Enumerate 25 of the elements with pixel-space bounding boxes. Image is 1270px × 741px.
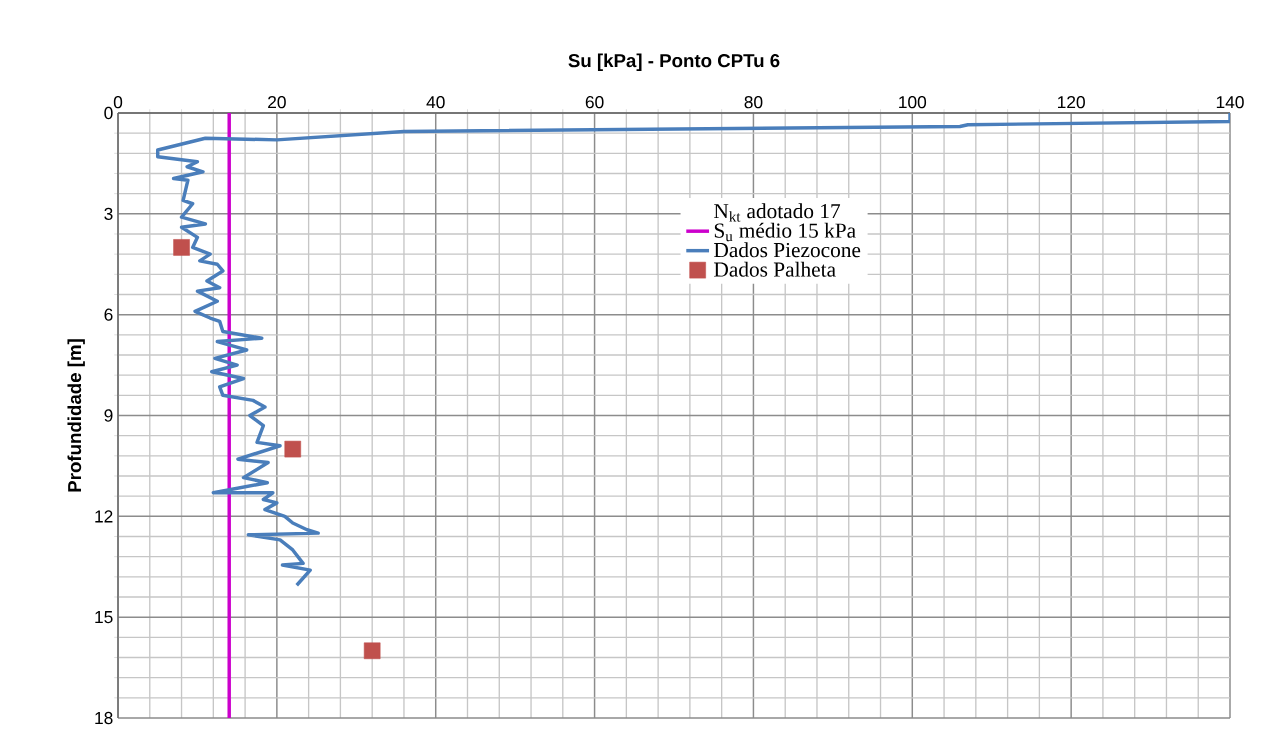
legend-label: S$_{u}$ médio 15 kPa xyxy=(714,222,856,242)
y-axis-title: Profundidade [m] xyxy=(67,339,85,492)
y-tick-label: 15 xyxy=(95,611,113,624)
x-tick-label: 120 xyxy=(1058,96,1085,109)
x-tick-label: 100 xyxy=(899,96,927,109)
x-tick-label: 20 xyxy=(268,96,286,109)
legend-title: N$_{kt}$ adotado 17 xyxy=(714,203,841,222)
legend-label: Dados Palheta xyxy=(714,261,836,277)
y-tick-label: 0 xyxy=(104,106,113,120)
x-tick-label: 60 xyxy=(585,96,604,109)
y-tick-label: 18 xyxy=(95,711,113,725)
x-tick-label: 140 xyxy=(1216,96,1244,109)
y-tick-label: 3 xyxy=(104,207,113,220)
legend-label: Dados Piezocone xyxy=(714,242,861,258)
y-tick-label: 6 xyxy=(104,308,113,321)
x-tick-label: 0 xyxy=(113,96,123,109)
point xyxy=(363,642,381,660)
line-series xyxy=(155,112,1230,587)
x-tick-label: 40 xyxy=(426,96,445,109)
chart-title: Su [kPa] - Ponto CPTu 6 xyxy=(568,53,780,71)
point xyxy=(173,239,190,256)
x-tick-label: 80 xyxy=(744,96,763,109)
y-tick-label: 9 xyxy=(104,409,113,422)
point xyxy=(284,440,302,458)
y-tick-label: 12 xyxy=(95,510,113,523)
